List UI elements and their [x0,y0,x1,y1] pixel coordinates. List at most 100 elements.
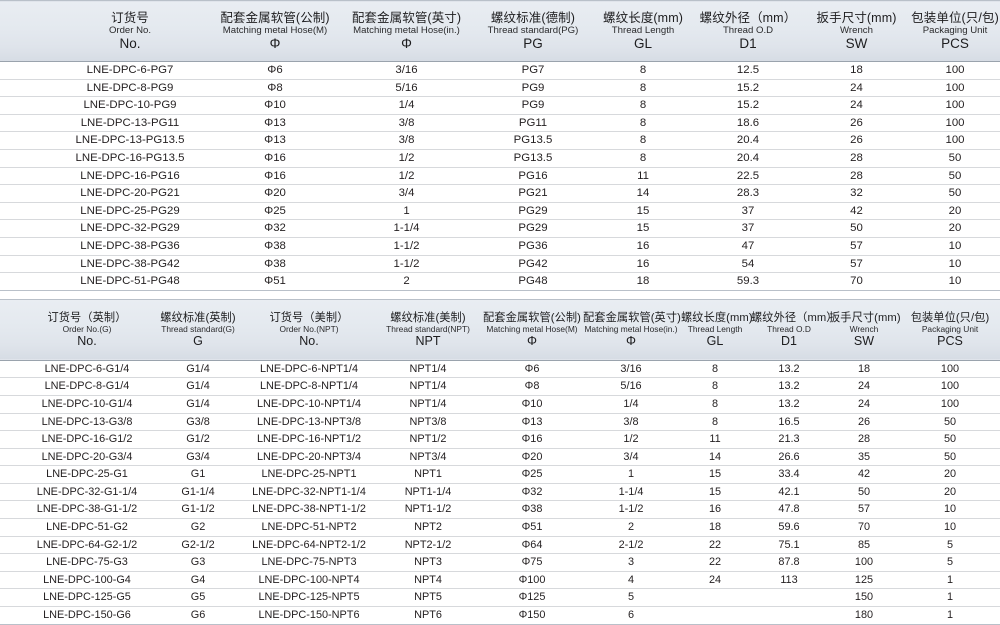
spacer-cell [0,0,50,62]
table-cell: 50 [900,413,1000,432]
col-header-en: Thread standard(PG) [487,25,579,36]
table-cell: 1-1/2 [340,255,473,274]
table-cell: NPT3 [374,553,482,572]
row-spacer-cell [0,219,50,238]
row-spacer-cell [0,149,50,168]
table-cell: LNE-DPC-51-PG48 [50,272,210,291]
table-cell: 32 [803,184,910,203]
table-cell: Φ32 [482,483,582,502]
spacer-cell [0,298,22,361]
table-cell: 1/4 [582,395,680,414]
table-cell: 100 [828,553,900,572]
col-header-sym: NPT [415,333,441,348]
table-cell: 100 [910,131,1000,150]
col-header-order-no-npt: 订货号（美制） Order No.(NPT) No. [244,298,374,361]
table-cell: LNE-DPC-38-NPT1-1/2 [244,500,374,520]
col-header-sym: Φ [401,35,412,51]
table-cell: 5 [900,536,1000,555]
table-cell: G1/4 [152,360,244,379]
table-cell: 1 [900,588,1000,608]
table-cell: LNE-DPC-100-NPT4 [244,571,374,590]
table-cell: LNE-DPC-16-PG13.5 [50,149,210,168]
table-cell [750,588,828,608]
table-cell: 28 [803,167,910,186]
row-spacer-cell [0,536,22,555]
col-header-sym: GL [706,333,724,348]
table-cell: LNE-DPC-25-G1 [22,465,152,484]
table-cell: 12.5 [693,61,803,80]
table-cell: 5 [582,588,680,608]
table-cell: LNE-DPC-10-NPT1/4 [244,395,374,414]
row-spacer-cell [0,61,50,80]
col-header-wrench: 扳手尺寸(mm) Wrench SW [828,298,901,361]
table-cell: PG29 [473,219,593,238]
table-cell: 50 [828,483,900,502]
table-pg-header-row: 订货号 Order No. No. 配套金属软管(公制) Matching me… [0,0,1000,62]
table-cell: 100 [910,79,1000,98]
table-cell: Φ20 [210,184,340,203]
col-header-sym: PG [523,35,543,51]
col-header-sym: SW [853,333,875,348]
table-cell: 28.3 [693,184,803,203]
row-spacer-cell [0,553,22,572]
table-cell: 100 [910,114,1000,133]
col-header-order-no-g: 订货号（英制） Order No.(G) No. [22,298,152,361]
col-header-packaging-unit: 包装单位(只/包) Packaging Unit PCS [900,298,1000,361]
table-cell: Φ10 [482,395,582,414]
table-cell: LNE-DPC-32-PG29 [50,219,210,238]
table-cell: LNE-DPC-8-NPT1/4 [244,377,374,396]
col-header-hose-inch: 配套金属软管(英寸) Matching metal Hose(in.) Φ [340,0,473,62]
table-cell: NPT2 [374,518,482,537]
table-cell: 8 [593,114,693,133]
row-spacer-cell [0,430,22,449]
table-cell: LNE-DPC-32-NPT1-1/4 [244,483,374,502]
table-cell: Φ51 [210,272,340,291]
table-row: LNE-DPC-150-G6 G6 LNE-DPC-150-NPT6 NPT6 Φ150… [0,606,1000,625]
table-cell: G1-1/2 [152,500,244,520]
table-cell: 16 [680,500,750,520]
table-cell: 8 [593,96,693,115]
col-header-sym: Φ [269,35,281,51]
table-cell: 13.2 [750,360,828,379]
table-cell: 1-1/4 [582,483,680,502]
table-cell: 20 [900,465,1000,484]
table-cell: LNE-DPC-150-G6 [22,606,152,625]
table-cell [680,606,750,625]
table-pg: 订货号 Order No. No. 配套金属软管(公制) Matching me… [0,0,1000,291]
table-separator [0,290,1000,299]
table-cell: 20.4 [693,149,803,168]
table-row: LNE-DPC-32-G1-1/4 G1-1/4 LNE-DPC-32-NPT1-1… [0,483,1000,502]
table-cell: 3/8 [340,114,473,133]
table-cell: 11 [680,430,750,449]
table-cell: 15 [680,465,750,484]
table-cell: LNE-DPC-13-PG11 [50,114,210,133]
table-cell: NPT1/4 [374,395,482,414]
table-cell: Φ150 [482,606,582,625]
table-cell: LNE-DPC-51-G2 [22,518,152,537]
table-cell: Φ64 [482,536,582,555]
col-header-sym: Φ [527,333,537,348]
table-cell: 113 [750,571,828,590]
table-cell: 54 [693,255,803,274]
table-cell: 8 [593,131,693,150]
table-cell: NPT3/4 [374,448,482,467]
table-cell: LNE-DPC-8-PG9 [50,79,210,98]
table-cell: 1/2 [340,167,473,186]
col-header-sym: GL [633,35,652,51]
table-cell: 10 [900,500,1000,520]
table-cell: PG36 [473,237,593,256]
table-cell: 5 [900,553,1000,572]
table-cell: 3/8 [340,131,473,150]
table-cell: PG13.5 [473,149,593,168]
table-cell: LNE-DPC-16-NPT1/2 [244,430,374,449]
table-cell: 8 [680,413,750,432]
table-cell: 13.2 [750,377,828,396]
table-cell: 3 [582,553,680,572]
table-cell: G2-1/2 [152,536,244,555]
table-cell: 59.3 [693,272,803,291]
table-cell: 1 [582,465,680,484]
table-row: LNE-DPC-20-G3/4 G3/4 LNE-DPC-20-NPT3/4 NPT3… [0,448,1000,467]
table-cell: 100 [910,96,1000,115]
table-g-npt-head: 订货号（英制） Order No.(G) No. 螺纹标准(英制) Thread… [0,298,1000,361]
